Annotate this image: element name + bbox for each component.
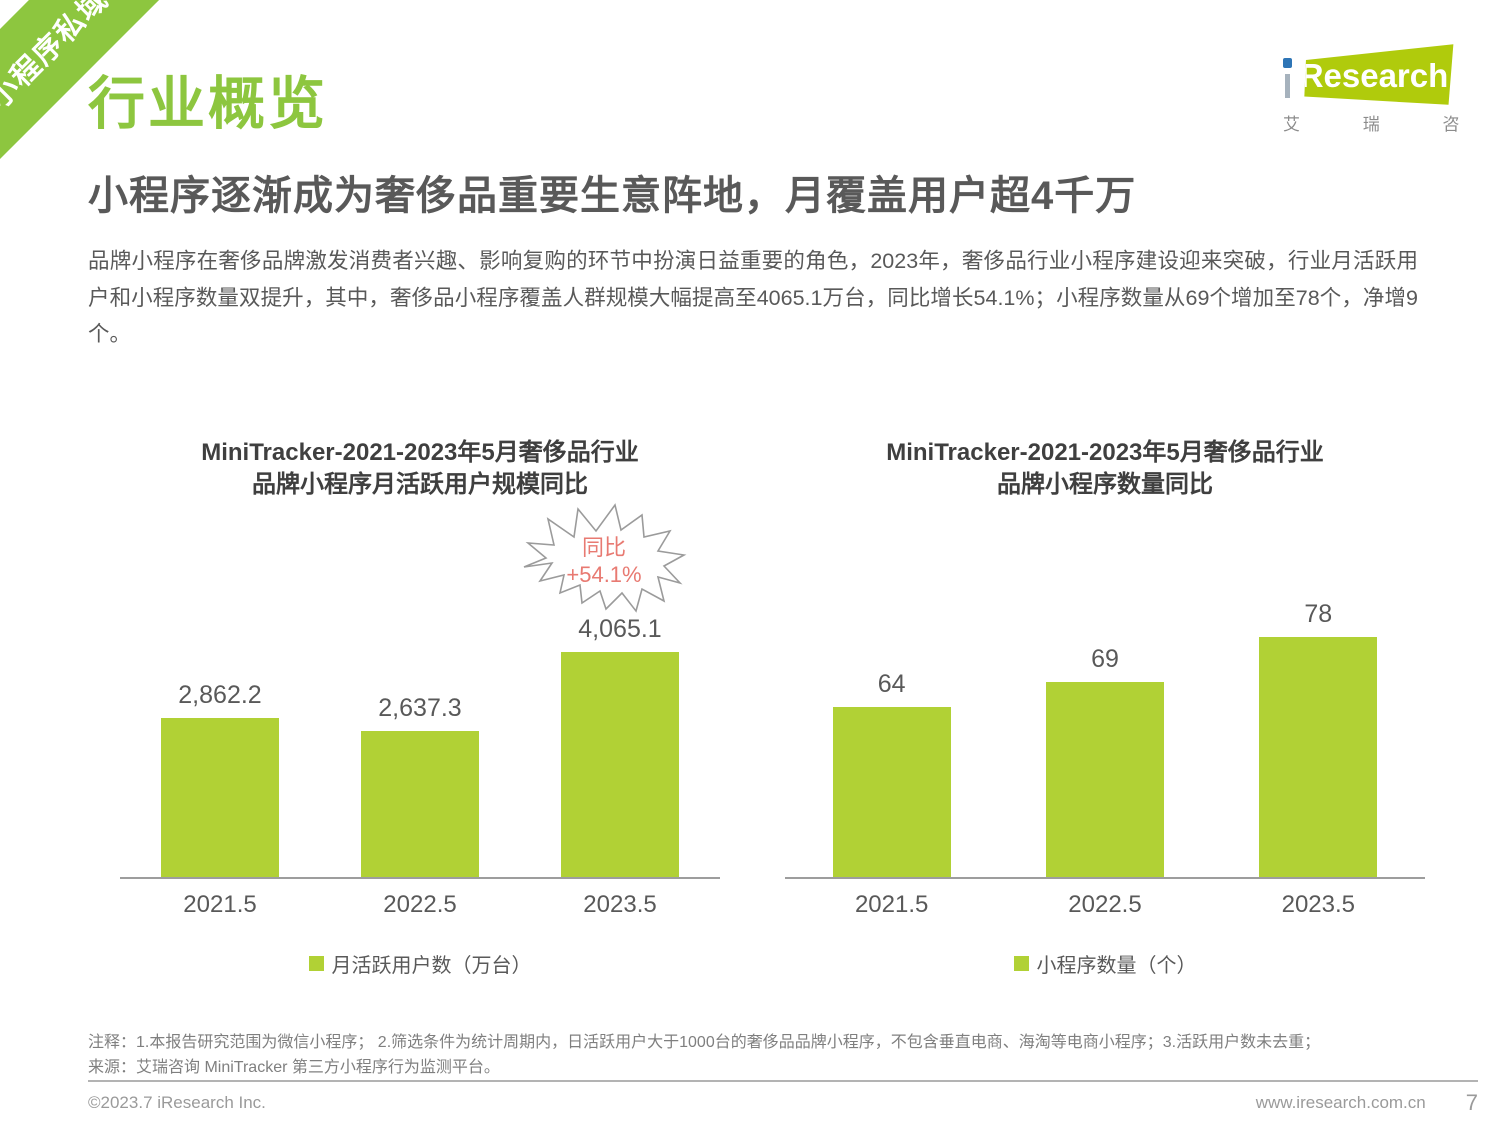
footer-divider xyxy=(88,1080,1478,1082)
bar xyxy=(1045,682,1164,877)
legend-label: 小程序数量（个） xyxy=(1036,955,1197,977)
copyright-text: ©2023.7 iResearch Inc. xyxy=(88,1093,266,1112)
chart-miniprogram-count: MiniTracker-2021-2023年5月奢侈品行业 品牌小程序数量同比 … xyxy=(785,437,1425,978)
iresearch-logo: Research 艾 瑞 咨 询 xyxy=(1283,40,1500,135)
chart-legend: 小程序数量（个） xyxy=(785,949,1425,978)
category-label: 2022.5 xyxy=(1068,891,1142,918)
bar-column: 64 xyxy=(785,670,998,877)
logo-chinese-name: 艾 瑞 咨 询 xyxy=(1283,115,1500,134)
bar xyxy=(1259,637,1378,877)
annotation-line-1: 同比 xyxy=(581,535,626,560)
bar-column: 4,065.1 xyxy=(520,615,720,877)
bar-plot: 64 69 78 xyxy=(785,559,1425,879)
legend-label: 月活跃用户数（万台） xyxy=(331,955,532,977)
page-footer: ©2023.7 iResearch Inc. www.iresearch.com… xyxy=(88,1090,1478,1116)
footnote-line-2: 来源：艾瑞咨询 MiniTracker 第三方小程序行为监测平台。 xyxy=(88,1059,500,1076)
starburst-icon xyxy=(523,503,687,613)
bar-value-label: 4,065.1 xyxy=(578,615,662,643)
chart-mau: MiniTracker-2021-2023年5月奢侈品行业 品牌小程序月活跃用户… xyxy=(120,437,720,978)
page-number: 7 xyxy=(1465,1090,1478,1115)
bar xyxy=(161,718,279,877)
category-label: 2021.5 xyxy=(183,891,257,918)
legend-swatch-icon xyxy=(1013,956,1029,971)
website-link[interactable]: www.iresearch.com.cn xyxy=(1255,1093,1426,1112)
bar xyxy=(561,652,679,877)
bar-value-label: 64 xyxy=(877,670,906,698)
bar-value-label: 2,637.3 xyxy=(378,694,462,722)
x-axis-labels: 2021.5 2022.5 2023.5 xyxy=(120,879,720,919)
growth-annotation: 同比 +54.1% xyxy=(518,503,690,617)
chart-title: MiniTracker-2021-2023年5月奢侈品行业 品牌小程序月活跃用户… xyxy=(201,439,639,498)
annotation-text: 同比 +54.1% xyxy=(518,503,690,617)
footnote-line-1: 注释：1.本报告研究范围为微信小程序； 2.筛选条件为统计周期内，日活跃用户大于… xyxy=(88,1034,1321,1051)
category-label: 2021.5 xyxy=(854,891,929,918)
bar-value-label: 2,862.2 xyxy=(178,681,262,709)
bar-column: 2,862.2 xyxy=(120,681,320,877)
bar-column: 69 xyxy=(998,645,1211,877)
category-label: 2023.5 xyxy=(1281,891,1356,918)
legend-swatch-icon xyxy=(308,956,324,971)
x-axis-labels: 2021.5 2022.5 2023.5 xyxy=(785,879,1425,919)
footnotes: 注释：1.本报告研究范围为微信小程序； 2.筛选条件为统计周期内，日活跃用户大于… xyxy=(88,1030,1448,1080)
category-label: 2022.5 xyxy=(383,891,457,918)
category-label: 2023.5 xyxy=(583,891,657,918)
logo-banner-shape: Research xyxy=(1299,44,1454,105)
page-headline: 小程序逐渐成为奢侈品重要生意阵地，月覆盖用户超4千万 xyxy=(88,174,1137,218)
annotation-line-2: +54.1% xyxy=(566,562,642,587)
chart-title: MiniTracker-2021-2023年5月奢侈品行业 品牌小程序数量同比 xyxy=(886,439,1324,498)
bar-column: 2,637.3 xyxy=(320,694,520,877)
logo-letter-i xyxy=(1283,58,1292,98)
body-paragraph: 品牌小程序在奢侈品牌激发消费者兴趣、影响复购的环节中扮演日益重要的角色，2023… xyxy=(88,249,1418,346)
logo-wordmark: Research xyxy=(1299,56,1449,94)
bar-value-label: 78 xyxy=(1304,600,1333,628)
bar-column: 78 xyxy=(1212,600,1425,877)
chart-legend: 月活跃用户数（万台） xyxy=(120,949,720,978)
bar-plot: 2,862.2 2,637.3 4,065.1 xyxy=(120,559,720,879)
section-title: 行业概览 xyxy=(88,72,328,136)
logo-i-dot-icon xyxy=(1283,58,1292,68)
bar xyxy=(361,731,479,877)
bar-value-label: 69 xyxy=(1091,645,1119,673)
bar xyxy=(832,707,951,877)
